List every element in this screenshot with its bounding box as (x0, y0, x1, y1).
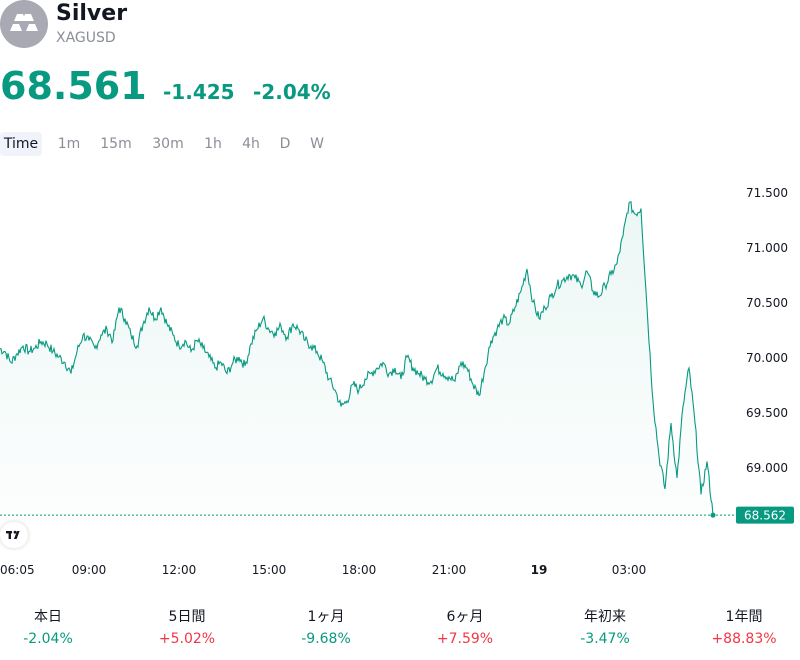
x-tick-label: 03:00 (612, 563, 647, 577)
x-tick-label: 21:00 (432, 563, 467, 577)
y-tick-label: 69.500 (746, 406, 788, 420)
price-chart[interactable]: 71.500 71.000 70.500 70.000 69.500 69.000 68.5… (0, 170, 800, 590)
x-tick-label: 15:00 (252, 563, 287, 577)
tab-d[interactable]: D (279, 136, 291, 152)
perf-value: -3.47% (580, 631, 630, 647)
x-tick-label: 06:05 (0, 563, 35, 577)
perf-label: 6ヶ月 (446, 609, 484, 625)
perf-label: 5日間 (168, 609, 206, 625)
last-price-badge (736, 506, 794, 524)
y-tick-label: 70.000 (746, 351, 788, 365)
silver-bars-icon (0, 0, 48, 48)
perf-1m[interactable]: 1ヶ月 -9.68% (271, 606, 381, 650)
last-price-dot (710, 512, 716, 518)
perf-label: 1ヶ月 (307, 609, 345, 625)
perf-value: -9.68% (301, 631, 351, 647)
perf-label: 年初来 (584, 609, 626, 625)
performance-summary: 本日 -2.04% 5日間 +5.02% 1ヶ月 -9.68% 6ヶ月 +7.5… (0, 606, 800, 656)
symbol-name: Silver (56, 1, 128, 26)
y-tick-label: 71.500 (746, 186, 788, 200)
x-tick-label: 18:00 (342, 563, 377, 577)
x-tick-label: 09:00 (72, 563, 107, 577)
perf-1y[interactable]: 1年間 +88.83% (689, 606, 799, 650)
x-tick-label: 19 (531, 563, 548, 577)
perf-label: 本日 (34, 609, 62, 625)
perf-value: +7.59% (436, 631, 494, 647)
symbol-header: Silver XAGUSD (0, 0, 800, 60)
perf-5d[interactable]: 5日間 +5.02% (132, 606, 242, 650)
perf-6m[interactable]: 6ヶ月 +7.59% (410, 606, 520, 650)
tradingview-logo-icon[interactable] (0, 522, 28, 548)
price-line (0, 201, 714, 516)
perf-ytd[interactable]: 年初来 -3.47% (550, 606, 660, 650)
price-change: -1.425 (163, 80, 235, 104)
perf-value: +5.02% (158, 631, 216, 647)
tab-time[interactable]: Time (0, 132, 42, 156)
y-tick-label: 70.500 (746, 296, 788, 310)
perf-label: 1年間 (725, 609, 763, 625)
symbol-ticker: XAGUSD (56, 30, 116, 46)
tab-15m[interactable]: 15m (100, 136, 132, 152)
x-tick-label: 12:00 (162, 563, 197, 577)
tab-30m[interactable]: 30m (152, 136, 184, 152)
tab-4h[interactable]: 4h (242, 136, 260, 152)
perf-value: -2.04% (23, 631, 73, 647)
tab-w[interactable]: W (310, 136, 324, 152)
tab-1h[interactable]: 1h (204, 136, 222, 152)
tab-1m[interactable]: 1m (57, 136, 81, 152)
price-area-fill (0, 201, 713, 520)
perf-today[interactable]: 本日 -2.04% (0, 606, 103, 650)
y-tick-label: 69.000 (746, 461, 788, 475)
y-tick-label: 71.000 (746, 241, 788, 255)
perf-value: +88.83% (711, 631, 777, 647)
last-price-label: 68.562 (744, 509, 786, 523)
last-price: 68.561 (0, 64, 147, 108)
price-change-percent: -2.04% (253, 80, 331, 104)
